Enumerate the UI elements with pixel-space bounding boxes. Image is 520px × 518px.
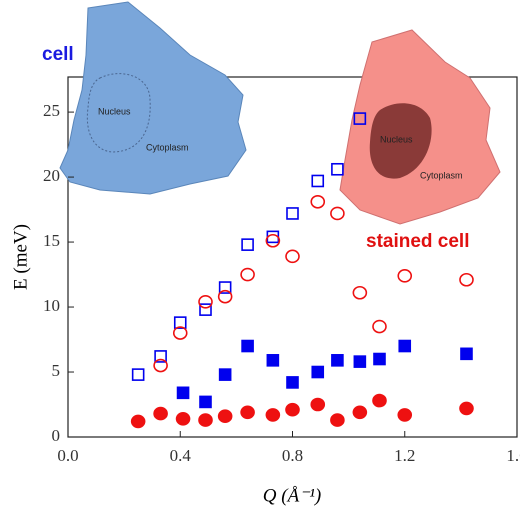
point: [199, 395, 212, 409]
point: [286, 376, 299, 389]
point: [241, 339, 254, 353]
point: [352, 405, 368, 420]
cell-shape: [59, 1, 247, 195]
point: [330, 413, 345, 427]
annotation: stained cell: [366, 231, 470, 252]
point: [199, 303, 212, 316]
point: [198, 295, 213, 309]
annotation: cell: [42, 44, 74, 65]
nucleus-outline: [86, 73, 151, 153]
point: [352, 285, 368, 300]
point: [153, 406, 168, 421]
x-tick-label: 1.6: [506, 446, 520, 465]
point: [241, 238, 254, 251]
point: [266, 354, 280, 367]
point: [153, 358, 168, 373]
point: [130, 414, 146, 429]
point: [217, 289, 233, 304]
point: [397, 269, 413, 283]
y-tick-label: 5: [52, 361, 61, 380]
point: [240, 405, 255, 420]
point: [154, 350, 167, 363]
annotation: Cytoplasm: [146, 142, 189, 152]
point: [397, 408, 413, 422]
point: [176, 386, 190, 400]
point: [217, 409, 233, 424]
point: [372, 393, 387, 408]
y-tick-label: 0: [52, 426, 61, 445]
point: [353, 112, 367, 125]
point: [218, 281, 232, 294]
point: [240, 267, 255, 282]
point: [331, 354, 344, 367]
point: [265, 408, 281, 422]
stained-nucleus: [369, 103, 432, 179]
point: [286, 207, 299, 220]
y-axis-label: E (meV): [10, 224, 31, 290]
point: [173, 316, 187, 329]
point: [353, 355, 367, 368]
point: [265, 233, 281, 248]
point: [218, 368, 232, 381]
point: [175, 412, 191, 426]
y-tick-label: 10: [43, 296, 60, 315]
point: [372, 319, 387, 334]
point: [373, 352, 386, 366]
point: [398, 339, 412, 353]
point: [311, 174, 325, 188]
point: [285, 402, 300, 417]
annotation: Cytoplasm: [420, 170, 463, 180]
x-axis-label: Q (Å⁻¹): [263, 485, 321, 506]
y-tick-label: 20: [43, 166, 60, 185]
x-tick-label: 0.8: [282, 446, 303, 465]
annotation: Nucleus: [380, 134, 413, 144]
y-tick-label: 15: [43, 231, 60, 250]
annotation: Nucleus: [98, 106, 131, 116]
y-tick-label: 25: [43, 101, 60, 120]
x-tick-label: 1.2: [394, 446, 415, 465]
x-tick-label: 0.0: [57, 446, 78, 465]
point: [460, 347, 473, 361]
point: [459, 401, 474, 416]
point: [198, 413, 213, 427]
point: [459, 272, 474, 287]
point: [331, 162, 344, 176]
point: [330, 206, 345, 221]
point: [172, 326, 188, 340]
point: [311, 365, 325, 379]
point: [310, 194, 326, 209]
x-tick-label: 0.4: [170, 446, 192, 465]
point: [285, 249, 300, 264]
point: [310, 397, 326, 412]
point: [131, 368, 145, 381]
